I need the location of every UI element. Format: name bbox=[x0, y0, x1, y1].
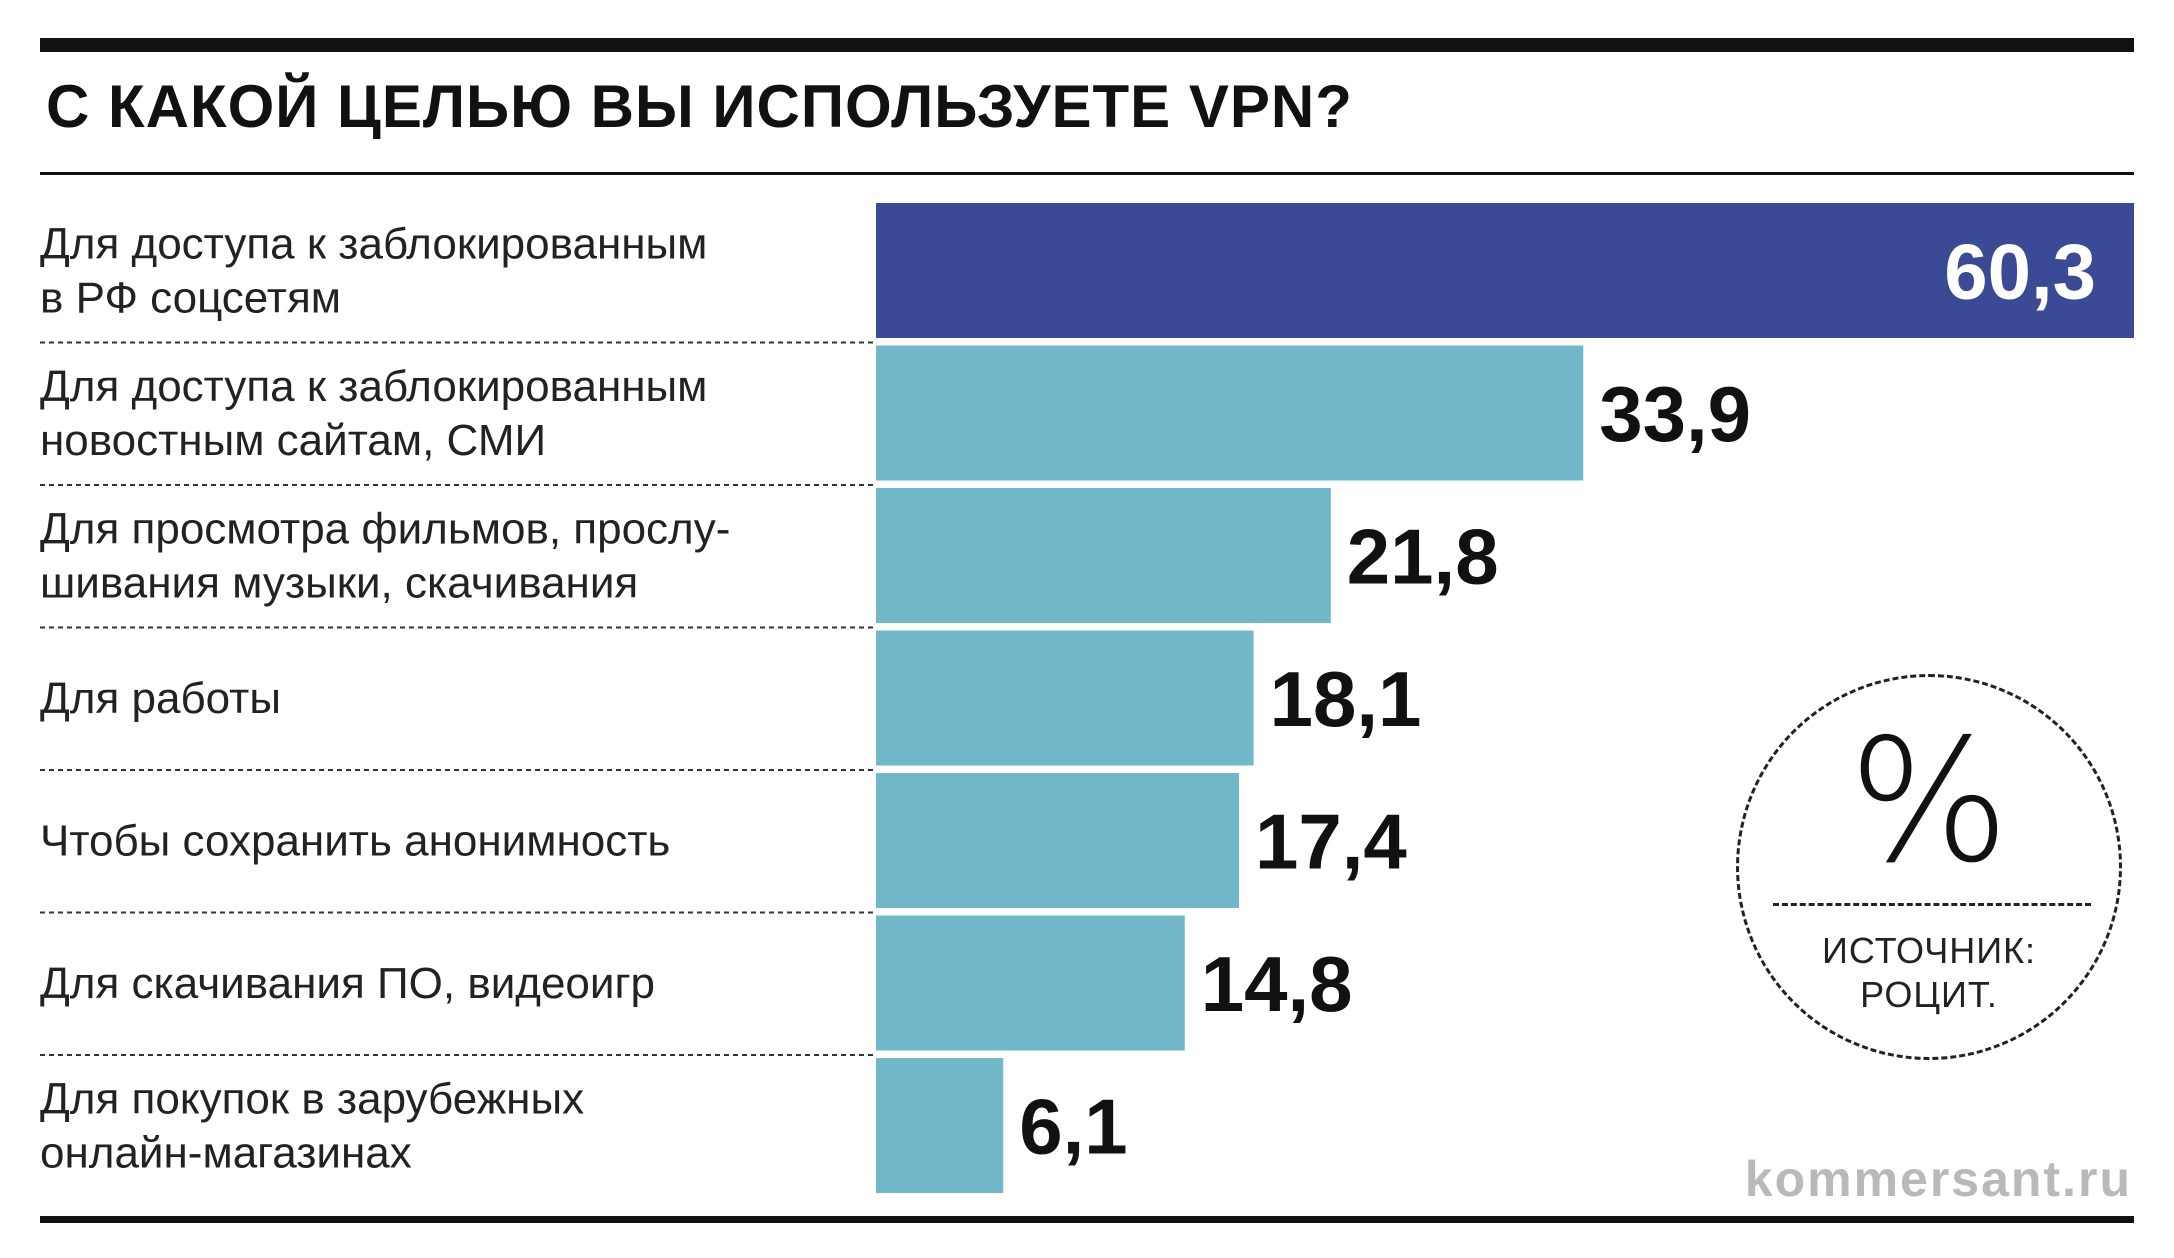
category-label: Для скачивания ПО, видеоигр bbox=[40, 959, 655, 1008]
category-label-line: в РФ соцсетям bbox=[40, 274, 341, 323]
bar bbox=[876, 915, 1185, 1051]
category-label-line: Для доступа к заблокированным bbox=[40, 220, 707, 269]
percent-sign: % bbox=[1848, 703, 2010, 901]
category-label: Чтобы сохранить анонимность bbox=[40, 817, 670, 866]
bar bbox=[876, 203, 2134, 338]
category-label: Для доступа к заблокированным в РФ соцсет… bbox=[40, 220, 707, 323]
category-label-line: новостным сайтам, СМИ bbox=[40, 416, 546, 465]
category-label-line: онлайн-магазинах bbox=[40, 1129, 412, 1178]
unit-divider bbox=[1773, 903, 2091, 906]
bar bbox=[876, 488, 1331, 623]
bar bbox=[876, 630, 1254, 766]
category-label-line: Чтобы сохранить анонимность bbox=[40, 817, 670, 866]
source-line-1: ИСТОЧНИК: bbox=[1821, 930, 2037, 971]
value-label: 21,8 bbox=[1347, 513, 1499, 601]
chart-title: С КАКОЙ ЦЕЛЬЮ ВЫ ИСПОЛЬЗУЕТЕ VPN? bbox=[46, 73, 1353, 140]
bar bbox=[876, 345, 1584, 481]
unit-badge: % ИСТОЧНИК: РОЦИТ. bbox=[1736, 674, 2122, 1060]
category-label-line: Для покупок в зарубежных bbox=[40, 1075, 584, 1124]
value-label: 18,1 bbox=[1270, 655, 1422, 743]
bottom-rule bbox=[40, 1216, 2134, 1223]
value-label: 60,3 bbox=[1944, 228, 2096, 316]
category-label: Для работы bbox=[40, 674, 281, 723]
category-label: Для просмотра фильмов, прослу-шивания му… bbox=[40, 505, 730, 608]
bar bbox=[876, 1058, 1004, 1193]
category-label-line: Для работы bbox=[40, 674, 281, 723]
site-credit: kommersant.ru bbox=[1744, 1151, 2132, 1207]
category-label-line: шивания музыки, скачивания bbox=[40, 559, 638, 608]
value-label: 14,8 bbox=[1201, 940, 1353, 1028]
category-label-line: Для доступа к заблокированным bbox=[40, 362, 707, 411]
bar bbox=[876, 773, 1240, 908]
source-note: ИСТОЧНИК: РОЦИТ. bbox=[1739, 929, 2119, 1017]
category-label: Для доступа к заблокированным новостным с… bbox=[40, 362, 707, 465]
value-label: 6,1 bbox=[1019, 1083, 1127, 1171]
category-label: Для покупок в зарубежных онлайн-магазинах bbox=[40, 1075, 584, 1178]
top-rule bbox=[40, 38, 2134, 52]
category-label-line: Для просмотра фильмов, прослу- bbox=[40, 505, 730, 554]
value-label: 17,4 bbox=[1255, 798, 1407, 886]
value-label: 33,9 bbox=[1599, 370, 1751, 458]
title-rule bbox=[40, 172, 2134, 175]
source-line-2: РОЦИТ. bbox=[1860, 974, 1998, 1015]
category-label-line: Для скачивания ПО, видеоигр bbox=[40, 959, 655, 1008]
